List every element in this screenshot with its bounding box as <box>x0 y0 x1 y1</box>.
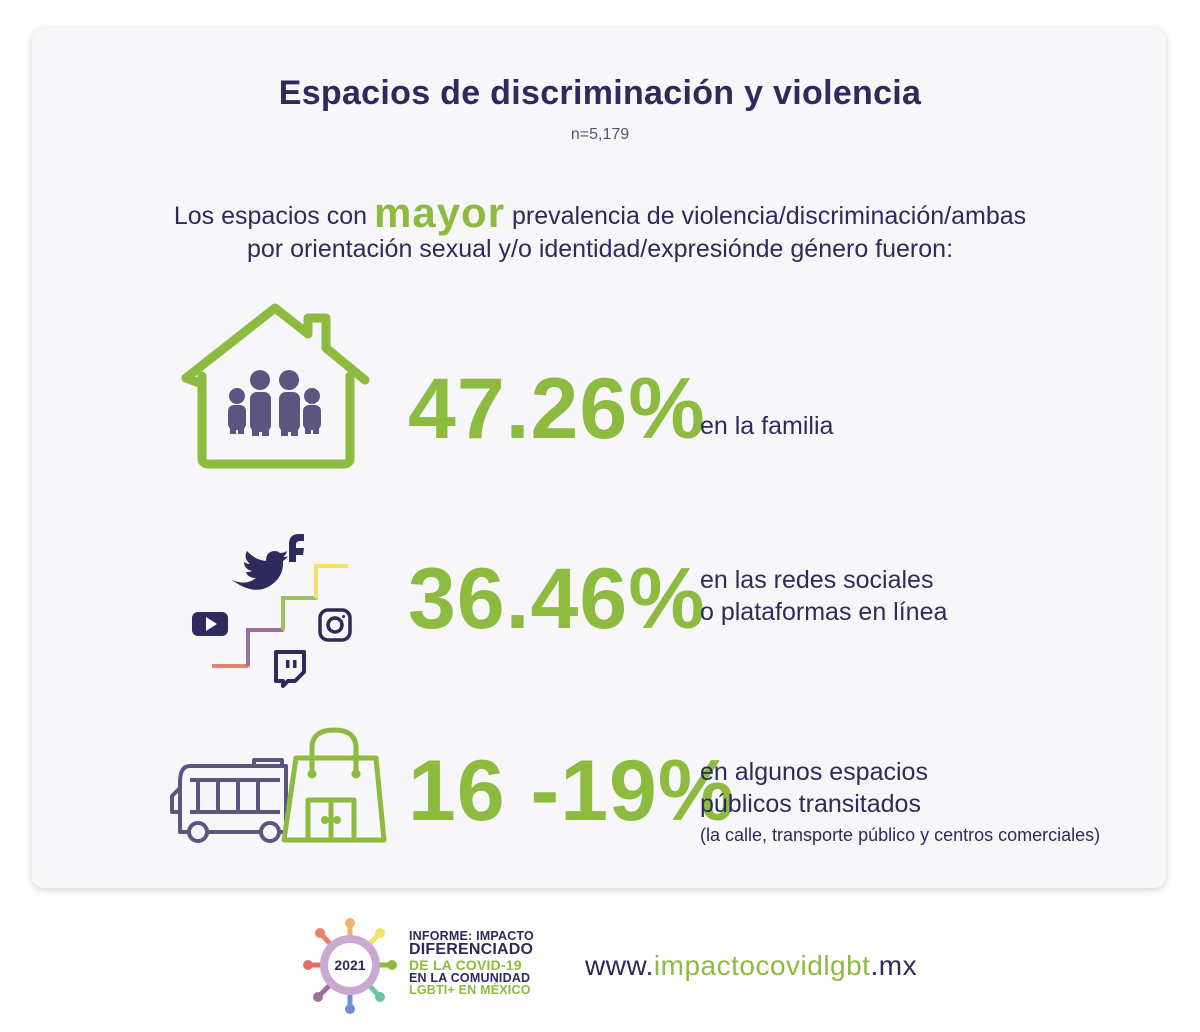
intro-line2: por orientación sexual y/o identidad/exp… <box>246 235 954 263</box>
twitter-icon <box>232 551 288 590</box>
logo-line4: EN LA COMUNIDAD <box>409 971 531 985</box>
infographic-card <box>32 28 1166 888</box>
logo-year: 2021 <box>334 957 365 973</box>
website-link[interactable]: www.impactocovidlgbt.mx <box>585 950 917 982</box>
youtube-icon <box>192 612 228 636</box>
intro-before: Los espacios con <box>173 202 374 230</box>
intro-after: prevalencia de violencia/discriminación/… <box>505 202 1027 230</box>
sample-size: n=5,179 <box>570 126 630 143</box>
logo-line1: INFORME: IMPACTO <box>409 929 534 943</box>
family-figures <box>228 370 321 436</box>
stat-value-social: 36.46% <box>408 551 706 647</box>
facebook-icon <box>289 534 304 562</box>
stat-value-public: 16 -19% <box>408 743 736 839</box>
stat-label-public-line2: públicos transitados <box>700 790 921 818</box>
stat-value-family: 47.26% <box>408 361 706 457</box>
intro-text: Los espacios con mayor prevalencia de vi… <box>0 192 1200 266</box>
intro-highlight: mayor <box>373 189 506 236</box>
url-highlight: impactocovidlgbt <box>653 950 871 981</box>
twitch-icon <box>274 650 306 688</box>
bus-icon <box>170 758 288 843</box>
shopping-bag-icon <box>281 727 387 843</box>
stat-label-social: en las redes sociales o plataformas en l… <box>700 564 947 628</box>
logo-line2: DIFERENCIADO <box>409 941 534 958</box>
instagram-icon <box>318 608 352 642</box>
report-logo-icon: 2021 <box>303 918 397 1014</box>
stat-note-public: (la calle, transporte público y centros … <box>700 825 1101 845</box>
logo-line5: LGBTI+ EN MÉXICO <box>409 983 531 997</box>
house-family-icon <box>181 303 370 469</box>
bus-shopping-bag-icon <box>170 727 387 843</box>
report-logo-text: INFORME: IMPACTO DIFERENCIADO DE LA COVI… <box>409 929 534 997</box>
stat-label-social-line2: o plataformas en línea <box>700 598 948 626</box>
social-media-icons <box>192 534 352 688</box>
logo-line3: DE LA COVID-19 <box>409 957 522 973</box>
page-title: Espacios de discriminación y violencia <box>278 74 922 112</box>
url-suffix: .mx <box>870 950 918 981</box>
stat-label-family: en la familia <box>700 412 834 440</box>
stat-label-public: en algunos espacios públicos transitados <box>700 756 928 820</box>
url-prefix: www. <box>585 950 654 981</box>
stat-label-social-line1: en las redes sociales <box>700 566 934 594</box>
stat-label-public-line1: en algunos espacios <box>700 758 928 786</box>
